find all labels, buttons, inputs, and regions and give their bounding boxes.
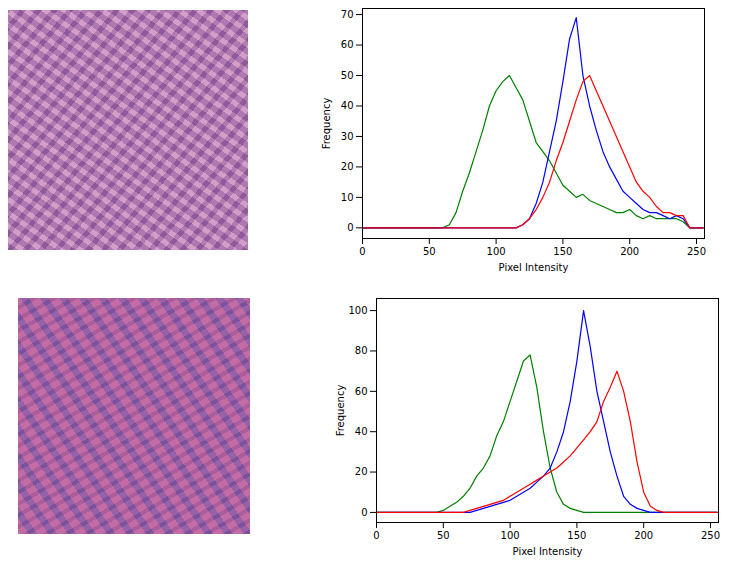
svg-text:150: 150 — [553, 246, 572, 257]
svg-text:Pixel Intensity: Pixel Intensity — [499, 262, 569, 273]
svg-text:30: 30 — [341, 131, 354, 142]
svg-text:0: 0 — [361, 507, 367, 518]
svg-text:250: 250 — [687, 246, 706, 257]
svg-text:40: 40 — [341, 100, 354, 111]
svg-text:100: 100 — [487, 246, 506, 257]
svg-text:Pixel Intensity: Pixel Intensity — [513, 546, 583, 557]
svg-text:200: 200 — [634, 530, 653, 541]
svg-text:20: 20 — [341, 161, 354, 172]
svg-text:50: 50 — [341, 70, 354, 81]
svg-text:100: 100 — [501, 530, 520, 541]
svg-text:0: 0 — [359, 246, 365, 257]
svg-text:50: 50 — [423, 246, 436, 257]
svg-text:20: 20 — [355, 466, 368, 477]
svg-text:60: 60 — [341, 39, 354, 50]
svg-text:60: 60 — [355, 386, 368, 397]
svg-text:250: 250 — [701, 530, 720, 541]
svg-text:Frequency: Frequency — [335, 385, 346, 437]
svg-text:100: 100 — [348, 305, 367, 316]
svg-text:40: 40 — [355, 426, 368, 437]
svg-text:0: 0 — [373, 530, 379, 541]
svg-text:70: 70 — [341, 9, 354, 20]
svg-text:50: 50 — [437, 530, 450, 541]
svg-text:0: 0 — [347, 222, 353, 233]
svg-text:80: 80 — [355, 345, 368, 356]
svg-text:150: 150 — [567, 530, 586, 541]
svg-text:10: 10 — [341, 192, 354, 203]
svg-text:200: 200 — [620, 246, 639, 257]
svg-text:Frequency: Frequency — [321, 98, 332, 150]
